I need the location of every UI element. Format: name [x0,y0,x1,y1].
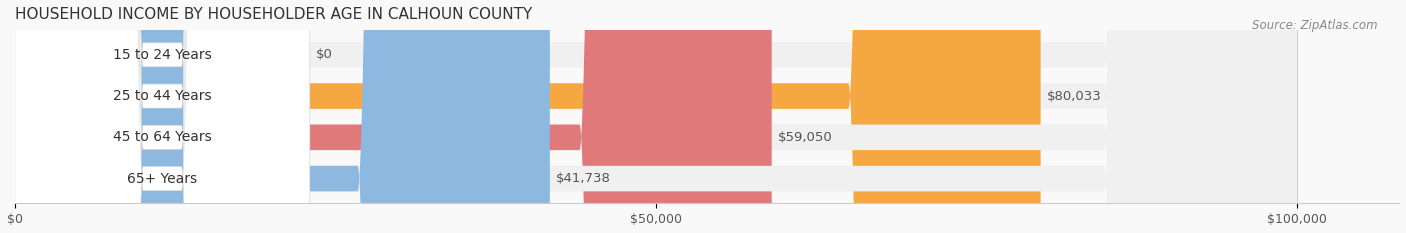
Text: $41,738: $41,738 [557,172,612,185]
Text: 45 to 64 Years: 45 to 64 Years [112,130,212,144]
FancyBboxPatch shape [15,0,550,233]
Text: $59,050: $59,050 [778,131,832,144]
FancyBboxPatch shape [15,0,309,233]
FancyBboxPatch shape [15,0,1040,233]
Text: 15 to 24 Years: 15 to 24 Years [112,48,212,62]
FancyBboxPatch shape [15,0,1296,233]
FancyBboxPatch shape [15,0,309,233]
Text: $0: $0 [316,48,333,61]
Text: 25 to 44 Years: 25 to 44 Years [112,89,212,103]
FancyBboxPatch shape [15,0,309,233]
FancyBboxPatch shape [15,0,309,233]
Text: $80,033: $80,033 [1047,89,1102,103]
FancyBboxPatch shape [15,0,772,233]
Text: HOUSEHOLD INCOME BY HOUSEHOLDER AGE IN CALHOUN COUNTY: HOUSEHOLD INCOME BY HOUSEHOLDER AGE IN C… [15,7,533,22]
FancyBboxPatch shape [15,0,1296,233]
Text: Source: ZipAtlas.com: Source: ZipAtlas.com [1253,19,1378,32]
Text: 65+ Years: 65+ Years [128,171,197,185]
FancyBboxPatch shape [15,0,1296,233]
FancyBboxPatch shape [15,0,1296,233]
